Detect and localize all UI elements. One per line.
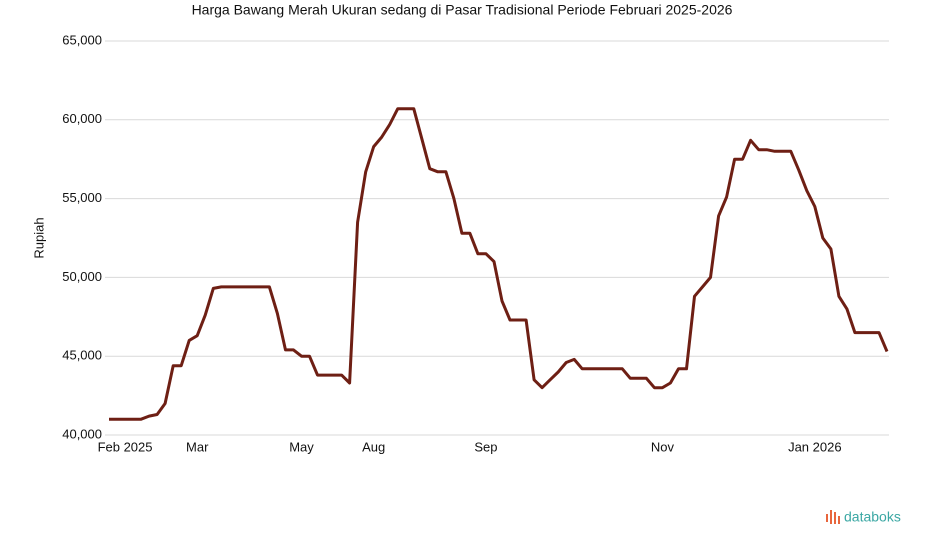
x-tick-label: Mar — [186, 439, 209, 454]
y-tick-label: 40,000 — [62, 426, 102, 441]
y-tick-label: 65,000 — [62, 32, 102, 47]
x-tick-label: Aug — [362, 439, 385, 454]
y-axis-label: Rupiah — [31, 217, 46, 258]
brand-text: databoks — [844, 509, 901, 525]
x-tick-label: Sep — [474, 439, 497, 454]
line-series — [109, 107, 889, 421]
x-tick-label: May — [289, 439, 314, 454]
y-tick-label: 60,000 — [62, 111, 102, 126]
x-tick-label: Jan 2026 — [788, 439, 842, 454]
chart-title: Harga Bawang Merah Ukuran sedang di Pasa… — [192, 2, 733, 18]
x-tick-label: Feb 2025 — [98, 439, 153, 454]
x-tick-label: Nov — [651, 439, 675, 454]
y-tick-label: 45,000 — [62, 348, 102, 363]
brand-logo: databoks — [826, 509, 901, 525]
y-tick-label: 50,000 — [62, 269, 102, 284]
y-tick-label: 55,000 — [62, 190, 102, 205]
